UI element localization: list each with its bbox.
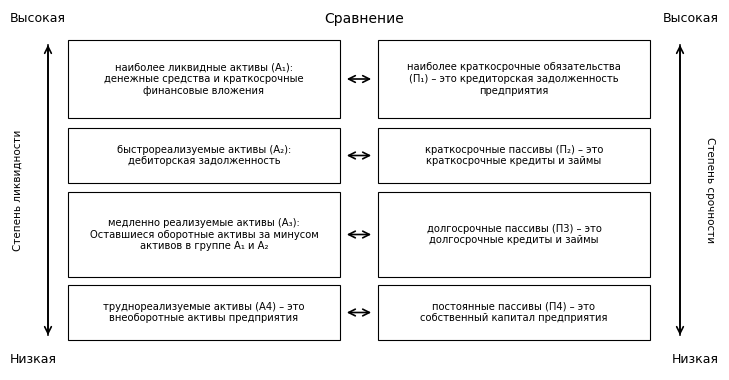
Text: долгосрочные пассивы (П3) – это
долгосрочные кредиты и займы: долгосрочные пассивы (П3) – это долгосро… [426, 224, 601, 245]
Text: краткосрочные пассивы (П₂) – это
краткосрочные кредиты и займы: краткосрочные пассивы (П₂) – это краткос… [425, 145, 603, 166]
Text: Степень срочности: Степень срочности [705, 137, 715, 243]
Text: Низкая: Низкая [672, 353, 719, 366]
Text: Высокая: Высокая [10, 12, 66, 25]
Bar [68, 128, 340, 183]
Text: Низкая: Низкая [10, 353, 57, 366]
Bar [378, 128, 650, 183]
Text: Сравнение: Сравнение [324, 12, 404, 26]
Text: постоянные пассивы (П4) – это
собственный капитал предприятия: постоянные пассивы (П4) – это собственны… [420, 302, 608, 323]
Text: медленно реализуемые активы (А₃):
Оставшиеся оборотные активы за минусом
активов: медленно реализуемые активы (А₃): Оставш… [90, 218, 319, 251]
Text: быстрореализуемые активы (А₂):
дебиторская задолженность: быстрореализуемые активы (А₂): дебиторск… [117, 145, 291, 166]
Bar [68, 40, 340, 118]
Text: наиболее краткосрочные обязательства
(П₁) – это кредиторская задолженность
предп: наиболее краткосрочные обязательства (П₁… [407, 62, 621, 96]
Text: наиболее ликвидные активы (А₁):
денежные средства и краткосрочные
финансовые вло: наиболее ликвидные активы (А₁): денежные… [104, 62, 304, 96]
Bar [68, 192, 340, 277]
Bar [68, 285, 340, 340]
Bar [378, 40, 650, 118]
Text: труднореализуемые активы (А4) – это
внеоборотные активы предприятия: труднореализуемые активы (А4) – это внео… [104, 302, 305, 323]
Bar [378, 285, 650, 340]
Text: Высокая: Высокая [663, 12, 719, 25]
Bar [378, 192, 650, 277]
Text: Степень ликвидности: Степень ликвидности [13, 129, 23, 251]
